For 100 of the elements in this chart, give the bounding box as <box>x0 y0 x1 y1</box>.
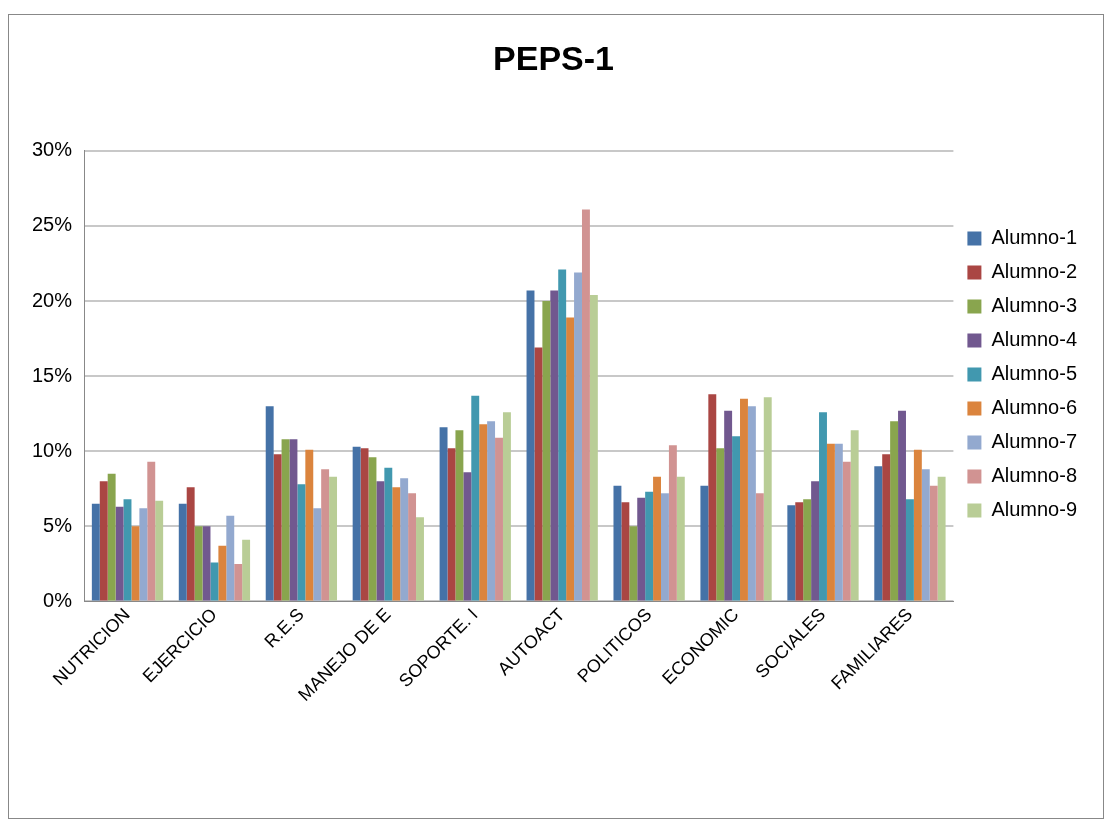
bar <box>178 503 187 601</box>
bar <box>621 502 630 601</box>
bar <box>495 437 503 601</box>
bar <box>502 412 511 601</box>
bar <box>724 410 733 601</box>
bar <box>755 493 764 601</box>
bar <box>811 481 820 601</box>
legend-label: Alumno-3 <box>991 294 1078 317</box>
bar <box>732 436 741 601</box>
bar <box>313 508 322 601</box>
legend-label: Alumno-8 <box>991 464 1078 487</box>
bar <box>550 290 559 601</box>
bar <box>329 476 338 601</box>
bar <box>834 443 843 601</box>
bar <box>874 466 883 601</box>
bar <box>289 439 298 601</box>
bar <box>826 443 835 601</box>
bar <box>352 446 361 601</box>
bar <box>566 317 575 601</box>
bar <box>471 395 480 601</box>
y-tick-label: 30% <box>32 138 73 161</box>
bar <box>463 472 472 601</box>
bar <box>937 476 946 601</box>
bar <box>542 301 551 601</box>
y-tick-label: 20% <box>32 288 73 311</box>
bar <box>455 430 464 601</box>
bar <box>850 430 859 601</box>
bar <box>882 454 891 601</box>
bar <box>479 424 488 601</box>
bar <box>913 449 922 601</box>
bar <box>708 394 717 601</box>
legend-label: Alumno-1 <box>991 226 1078 249</box>
bar <box>439 427 448 601</box>
bar <box>321 469 330 601</box>
y-tick-label: 25% <box>32 213 73 236</box>
bar <box>99 481 108 601</box>
bar <box>921 469 930 601</box>
bar <box>661 493 669 601</box>
bar <box>763 397 772 601</box>
bar <box>416 517 424 601</box>
bar <box>265 406 274 601</box>
bar <box>376 481 385 601</box>
legend-label: Alumno-2 <box>991 260 1078 283</box>
bar <box>384 467 393 601</box>
bar <box>218 545 227 601</box>
bar <box>787 505 796 601</box>
bar <box>890 421 899 601</box>
bar <box>107 473 116 601</box>
bar <box>803 499 812 601</box>
legend-label: Alumno-5 <box>991 362 1078 385</box>
bar <box>645 491 654 601</box>
bar <box>115 506 124 601</box>
bar <box>487 421 496 601</box>
bar <box>131 526 140 601</box>
bar <box>91 503 100 601</box>
bar <box>210 562 219 601</box>
bar <box>629 526 638 601</box>
legend-label: Alumno-7 <box>991 430 1078 453</box>
bar <box>653 476 662 601</box>
bar <box>558 269 567 601</box>
bar <box>400 478 409 601</box>
bar <box>234 563 243 601</box>
bar <box>637 497 646 601</box>
bar <box>905 499 914 601</box>
bar <box>668 445 677 601</box>
bar <box>574 272 582 601</box>
bar <box>242 539 251 601</box>
bar <box>676 476 685 601</box>
bar <box>929 485 938 601</box>
bar <box>186 487 195 601</box>
y-tick-label: 15% <box>32 363 73 386</box>
bar <box>589 295 598 601</box>
legend-label: Alumno-6 <box>991 396 1078 419</box>
bar <box>740 398 748 601</box>
bar <box>305 449 314 601</box>
bar <box>408 493 417 601</box>
bar <box>297 484 306 601</box>
bar <box>534 347 543 601</box>
chart-title: PEPS-1 <box>493 38 614 77</box>
bar <box>155 500 164 601</box>
bar <box>819 412 827 601</box>
bar <box>139 508 148 601</box>
bar <box>898 410 906 601</box>
bar <box>226 515 235 601</box>
bar <box>613 485 622 601</box>
bar <box>392 487 401 601</box>
bar <box>194 526 203 601</box>
bar <box>147 461 156 601</box>
bar <box>842 461 851 601</box>
y-tick-label: 0% <box>43 588 73 611</box>
legend-label: Alumno-9 <box>991 498 1078 521</box>
bar <box>581 209 590 601</box>
bar <box>700 485 709 601</box>
bar <box>360 448 369 601</box>
legend-label: Alumno-4 <box>991 328 1078 351</box>
bar <box>716 448 725 601</box>
bar <box>273 454 282 601</box>
bar <box>747 406 756 601</box>
bar <box>795 502 804 601</box>
y-tick-label: 10% <box>32 438 73 461</box>
